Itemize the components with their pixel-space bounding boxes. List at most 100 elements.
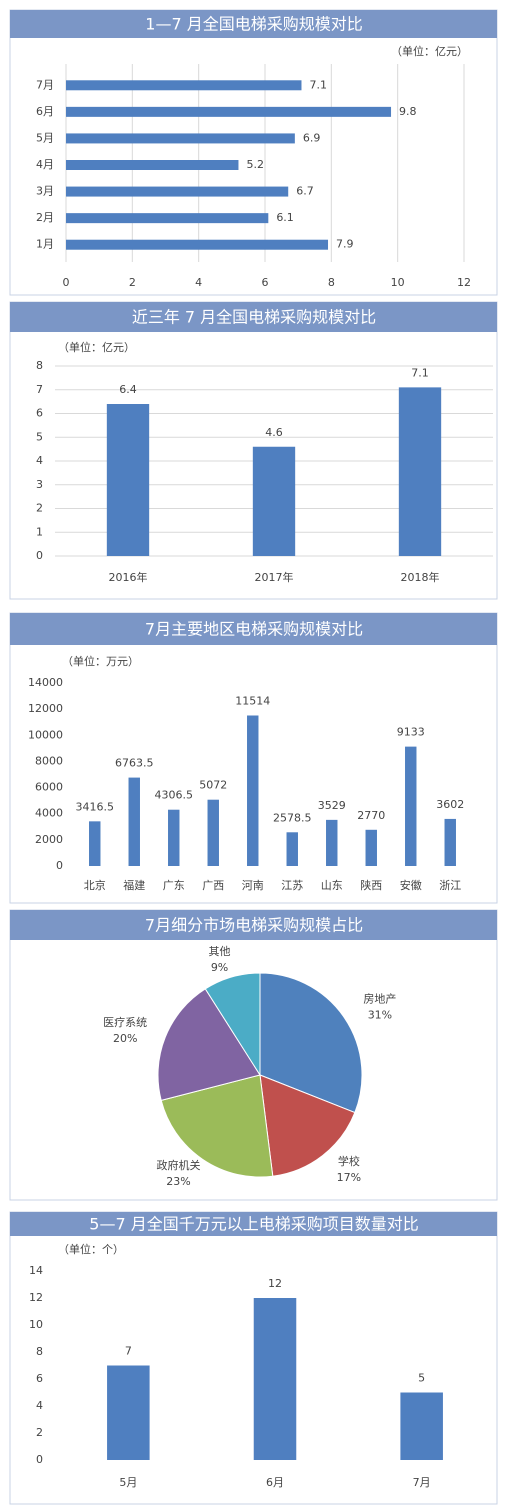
bar bbox=[444, 818, 456, 866]
y-tick-label: 6000 bbox=[35, 781, 63, 794]
x-tick-label: 6月 bbox=[266, 1476, 284, 1489]
pie-slice bbox=[259, 1074, 356, 1177]
value-label: 7 bbox=[125, 1345, 132, 1358]
y-tick-label: 2月 bbox=[36, 211, 54, 224]
y-tick-label: 4月 bbox=[36, 158, 54, 171]
bar bbox=[168, 809, 180, 866]
value-label: 6.4 bbox=[119, 383, 137, 396]
y-tick-label: 14000 bbox=[28, 676, 63, 689]
x-tick-label: 河南 bbox=[242, 879, 264, 892]
chart-title: 7月主要地区电梯采购规模对比 bbox=[145, 620, 363, 639]
value-label: 2578.5 bbox=[273, 811, 312, 824]
chart-title: 1—7 月全国电梯采购规模对比 bbox=[145, 15, 362, 34]
panel-header bbox=[10, 910, 497, 940]
x-tick-label: 福建 bbox=[123, 878, 145, 892]
unit-label: （单位：亿元） bbox=[391, 44, 468, 58]
y-tick-label: 7 bbox=[36, 383, 43, 396]
x-tick-label: 江苏 bbox=[281, 879, 303, 892]
pie-slice bbox=[157, 988, 261, 1101]
y-tick-label: 3月 bbox=[36, 185, 54, 198]
unit-label: （单位：亿元） bbox=[58, 340, 135, 354]
x-tick-label: 安徽 bbox=[400, 878, 422, 892]
bar bbox=[106, 404, 150, 556]
x-tick-label: 广西 bbox=[202, 879, 224, 892]
value-label: 5072 bbox=[199, 779, 227, 792]
bar bbox=[286, 832, 298, 866]
x-tick-label: 浙江 bbox=[439, 879, 461, 892]
x-tick-label: 8 bbox=[328, 276, 335, 289]
pie-slice bbox=[160, 1074, 274, 1178]
value-label: 4306.5 bbox=[155, 789, 194, 802]
value-label: 7.1 bbox=[309, 78, 327, 91]
chart-title: 近三年 7 月全国电梯采购规模对比 bbox=[132, 308, 376, 327]
x-tick-label: 7月 bbox=[413, 1476, 431, 1489]
value-label: 2770 bbox=[357, 809, 385, 822]
y-tick-label: 10 bbox=[29, 1318, 43, 1331]
y-tick-label: 2000 bbox=[35, 833, 63, 846]
bar bbox=[252, 446, 296, 556]
x-tick-label: 10 bbox=[391, 276, 405, 289]
y-tick-label: 3 bbox=[36, 478, 43, 491]
value-label: 4.6 bbox=[265, 426, 283, 439]
pie-slice bbox=[204, 972, 261, 1077]
bar bbox=[398, 387, 442, 556]
y-tick-label: 14 bbox=[29, 1264, 43, 1277]
slice-label: 其他 bbox=[209, 945, 231, 958]
value-label: 11514 bbox=[235, 694, 270, 707]
panel-header bbox=[10, 613, 497, 645]
y-tick-label: 4 bbox=[36, 454, 43, 467]
bar bbox=[405, 746, 417, 866]
y-tick-label: 4000 bbox=[35, 807, 63, 820]
bar bbox=[66, 160, 239, 170]
y-tick-label: 12 bbox=[29, 1291, 43, 1304]
x-tick-label: 山东 bbox=[321, 879, 343, 892]
panel-header bbox=[10, 10, 497, 38]
value-label: 5 bbox=[418, 1372, 425, 1385]
y-tick-label: 0 bbox=[56, 859, 63, 872]
slice-value-label: 20% bbox=[113, 1032, 137, 1045]
y-tick-label: 6 bbox=[36, 407, 43, 420]
x-tick-label: 12 bbox=[457, 276, 471, 289]
x-tick-label: 4 bbox=[195, 276, 202, 289]
value-label: 6.7 bbox=[296, 185, 314, 198]
value-label: 7.9 bbox=[336, 238, 354, 251]
slice-value-label: 9% bbox=[211, 961, 228, 974]
unit-label: （单位：万元） bbox=[62, 654, 139, 668]
value-label: 3602 bbox=[436, 798, 464, 811]
y-tick-label: 5月 bbox=[36, 131, 54, 144]
x-tick-label: 0 bbox=[63, 276, 70, 289]
x-tick-label: 2018年 bbox=[401, 570, 440, 584]
value-label: 9133 bbox=[397, 726, 425, 739]
x-tick-label: 北京 bbox=[84, 878, 106, 892]
pie-slice bbox=[259, 972, 363, 1114]
value-label: 5.2 bbox=[246, 158, 264, 171]
x-tick-label: 5月 bbox=[119, 1476, 137, 1489]
y-tick-label: 0 bbox=[36, 549, 43, 562]
x-tick-label: 广东 bbox=[163, 879, 185, 892]
panel-header bbox=[10, 1212, 497, 1236]
y-tick-label: 1月 bbox=[36, 238, 54, 251]
bar bbox=[107, 1365, 150, 1460]
x-tick-label: 6 bbox=[262, 276, 269, 289]
chart-title: 7月细分市场电梯采购规模占比 bbox=[145, 916, 363, 935]
y-tick-label: 7月 bbox=[36, 78, 54, 91]
x-tick-label: 陕西 bbox=[360, 878, 382, 892]
bar bbox=[66, 186, 289, 197]
y-tick-label: 6月 bbox=[36, 105, 54, 118]
bar bbox=[89, 821, 101, 866]
panel-header bbox=[10, 302, 497, 332]
y-tick-label: 5 bbox=[36, 430, 43, 443]
y-tick-label: 10000 bbox=[28, 728, 63, 741]
slice-label: 房地产 bbox=[363, 992, 396, 1006]
slice-value-label: 17% bbox=[337, 1171, 361, 1184]
y-tick-label: 0 bbox=[36, 1453, 43, 1466]
y-tick-label: 1 bbox=[36, 525, 43, 538]
value-label: 6763.5 bbox=[115, 757, 154, 770]
x-tick-label: 2 bbox=[129, 276, 136, 289]
value-label: 12 bbox=[268, 1277, 282, 1290]
y-tick-label: 2 bbox=[36, 1426, 43, 1439]
slice-label: 学校 bbox=[338, 1154, 360, 1168]
value-label: 6.9 bbox=[303, 131, 321, 144]
slice-value-label: 31% bbox=[368, 1009, 392, 1022]
